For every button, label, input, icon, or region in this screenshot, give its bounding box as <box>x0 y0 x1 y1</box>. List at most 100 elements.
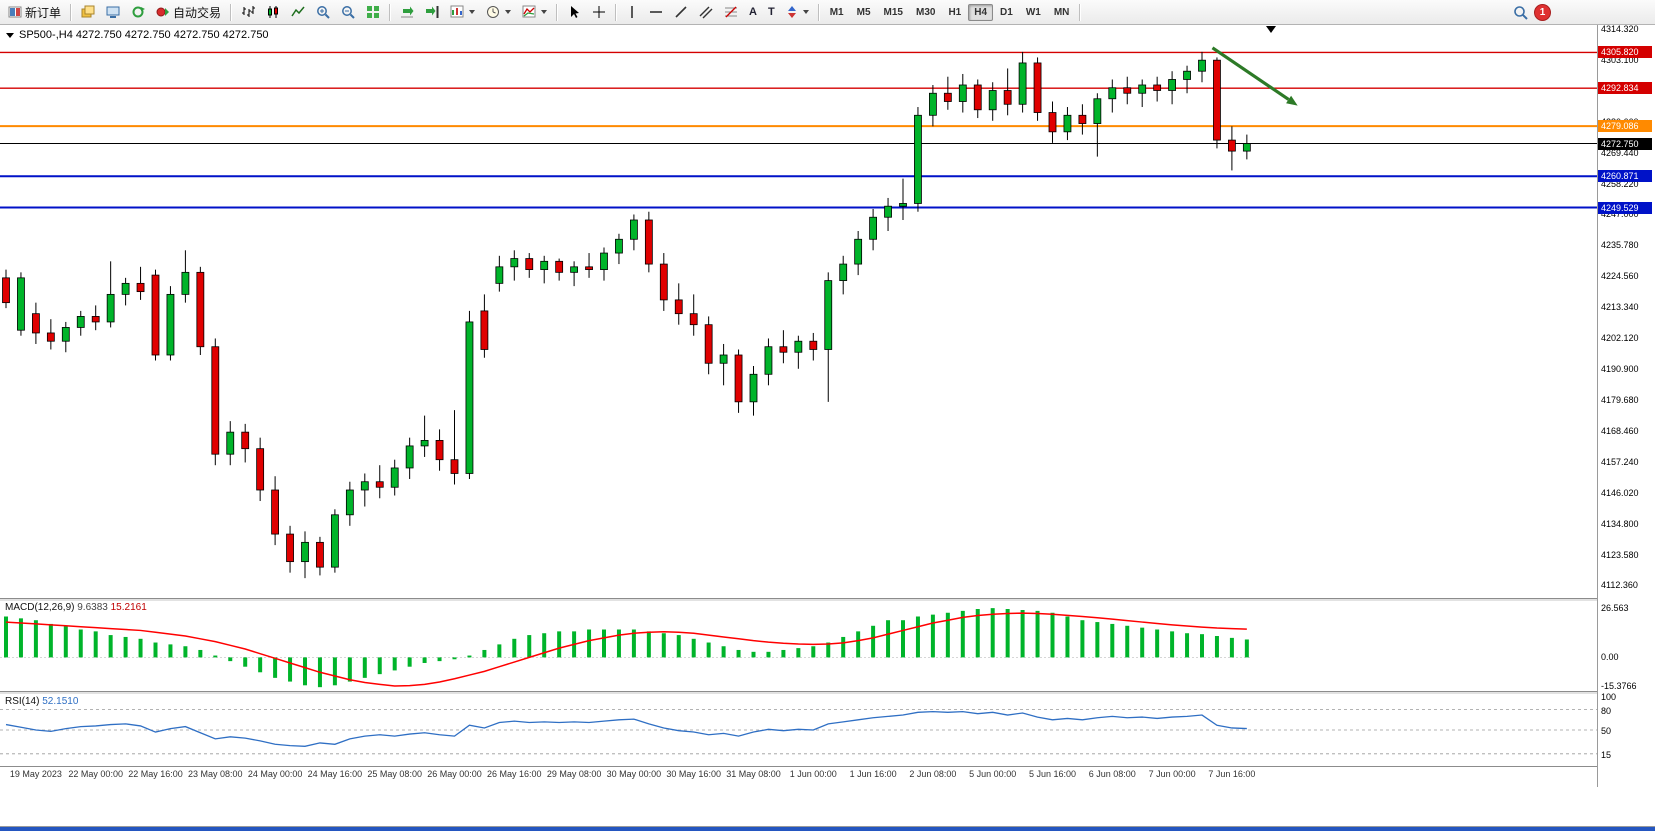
chevron-down-icon <box>541 10 548 14</box>
text-tool-button[interactable]: A <box>744 1 762 24</box>
x-axis-label: 31 May 08:00 <box>726 769 781 779</box>
chart-shift-button[interactable] <box>420 1 444 24</box>
rsi-name: RSI(14) <box>5 696 40 707</box>
fibonacci-button[interactable] <box>719 1 743 24</box>
auto-scroll-icon <box>401 6 414 18</box>
tile-windows-icon <box>367 6 380 18</box>
cursor-button[interactable] <box>562 1 586 24</box>
x-axis-label: 25 May 08:00 <box>367 769 422 779</box>
x-axis-label: 5 Jun 00:00 <box>969 769 1017 779</box>
price-axis-border[interactable] <box>1597 25 1598 787</box>
clock-icon <box>487 6 500 18</box>
macd-panel-canvas[interactable] <box>0 600 1597 691</box>
rsi-axis-label: 15 <box>1601 749 1612 760</box>
y-axis-label: 4190.900 <box>1601 364 1639 375</box>
rsi-panel-canvas[interactable] <box>0 693 1597 766</box>
x-axis-label: 2 Jun 08:00 <box>909 769 957 779</box>
zoom-out-icon <box>342 6 355 19</box>
trend-arrow-head <box>1286 95 1298 106</box>
y-axis-label: 4134.800 <box>1601 518 1639 529</box>
zoom-in-button[interactable] <box>311 1 335 24</box>
auto-trading-icon <box>156 7 170 17</box>
navigator-button[interactable] <box>126 1 150 24</box>
macd-label: MACD(12,26,9) 9.6383 15.2161 <box>5 602 147 613</box>
timeframe-H4[interactable]: H4 <box>968 3 994 21</box>
horizontal-line-button[interactable] <box>644 1 668 24</box>
fibonacci-icon <box>725 6 738 18</box>
auto-trading-button[interactable]: 自动交易 <box>151 1 226 24</box>
charts-button[interactable] <box>76 1 100 24</box>
time-axis[interactable] <box>0 766 1597 788</box>
crosshair-icon <box>593 6 606 18</box>
new-order-icon <box>8 6 22 18</box>
period-button[interactable] <box>481 1 516 24</box>
timeframe-MN[interactable]: MN <box>1053 6 1070 18</box>
macd-name: MACD(12,26,9) <box>5 602 75 613</box>
search-button[interactable] <box>1508 1 1533 24</box>
chart-shift-marker[interactable] <box>1266 26 1276 33</box>
price-chart-canvas[interactable] <box>0 25 1597 598</box>
timeframe-M15[interactable]: M15 <box>883 6 903 18</box>
crosshair-button[interactable] <box>587 1 611 24</box>
auto-scroll-button[interactable] <box>395 1 419 24</box>
trend-arrow-annotation[interactable] <box>1211 46 1290 101</box>
vertical-line-button[interactable] <box>621 1 643 24</box>
timeframe-group: M1 M5 M15 M30 H1 H4 D1 W1 MN <box>824 3 1076 21</box>
arrows-tool-button[interactable] <box>781 1 814 24</box>
timeframe-M1[interactable]: M1 <box>829 6 844 18</box>
timeframe-W1[interactable]: W1 <box>1025 6 1041 18</box>
trendline-button[interactable] <box>669 1 693 24</box>
market-watch-icon <box>106 6 120 18</box>
x-axis-label: 7 Jun 16:00 <box>1208 769 1256 779</box>
main-toolbar: 新订单 自动交易 <box>0 0 1655 25</box>
arrows-icon <box>787 6 796 18</box>
chevron-down-icon <box>505 10 512 14</box>
x-axis-label: 30 May 16:00 <box>666 769 721 779</box>
new-order-button[interactable]: 新订单 <box>3 1 66 24</box>
y-axis-label: 4146.020 <box>1601 487 1639 498</box>
text-tool-icon: A <box>749 6 757 18</box>
x-axis-label: 26 May 00:00 <box>427 769 482 779</box>
x-axis-label: 1 Jun 16:00 <box>849 769 897 779</box>
indicators-icon <box>522 5 536 18</box>
refresh-icon <box>132 6 146 18</box>
market-watch-button[interactable] <box>101 1 125 24</box>
candlestick-chart-button[interactable] <box>261 1 285 24</box>
chevron-down-icon <box>802 10 809 14</box>
y-axis-label: 4247.000 <box>1601 209 1639 220</box>
symbol-dropdown-icon[interactable] <box>6 32 14 38</box>
x-axis-label: 24 May 00:00 <box>247 769 303 779</box>
y-axis-label: 4123.580 <box>1601 549 1639 560</box>
tile-windows-button[interactable] <box>361 1 385 24</box>
y-axis-label: 4303.100 <box>1601 54 1639 65</box>
bar-chart-button[interactable] <box>236 1 260 24</box>
timeframe-H1[interactable]: H1 <box>948 6 962 18</box>
macd-signal-value: 15.2161 <box>110 602 147 613</box>
new-chart-button[interactable] <box>445 1 480 24</box>
x-axis-label: 22 May 00:00 <box>68 769 123 779</box>
panel-separator[interactable] <box>0 598 1597 601</box>
candles <box>2 51 1251 579</box>
candlestick-icon <box>268 6 279 18</box>
indicators-button[interactable] <box>517 1 552 24</box>
zoom-out-button[interactable] <box>336 1 360 24</box>
label-tool-button[interactable]: T <box>763 1 780 24</box>
price-badge-4249.529: 4249.529 <box>1598 201 1652 214</box>
y-axis-label: 4179.680 <box>1601 394 1639 405</box>
timeframe-M30[interactable]: M30 <box>915 6 936 18</box>
timeframe-M5[interactable]: M5 <box>856 6 871 18</box>
rsi-value: 52.1510 <box>42 696 79 707</box>
line-chart-button[interactable] <box>286 1 310 24</box>
channel-button[interactable] <box>694 1 718 24</box>
timeframe-D1[interactable]: D1 <box>1000 6 1013 18</box>
price-badge-4260.871: 4260.871 <box>1598 170 1652 183</box>
horizontal-line-icon <box>650 11 663 13</box>
y-axis-label: 4224.560 <box>1601 271 1639 282</box>
x-axis-label: 6 Jun 08:00 <box>1088 769 1136 779</box>
symbol-ohlc-text: SP500-,H4 4272.750 4272.750 4272.750 427… <box>19 29 269 41</box>
notification-badge[interactable]: 1 <box>1534 3 1551 21</box>
panel-separator[interactable] <box>0 691 1597 694</box>
y-axis-label: 4202.120 <box>1601 333 1639 344</box>
y-axis-label: 4235.780 <box>1601 240 1639 251</box>
